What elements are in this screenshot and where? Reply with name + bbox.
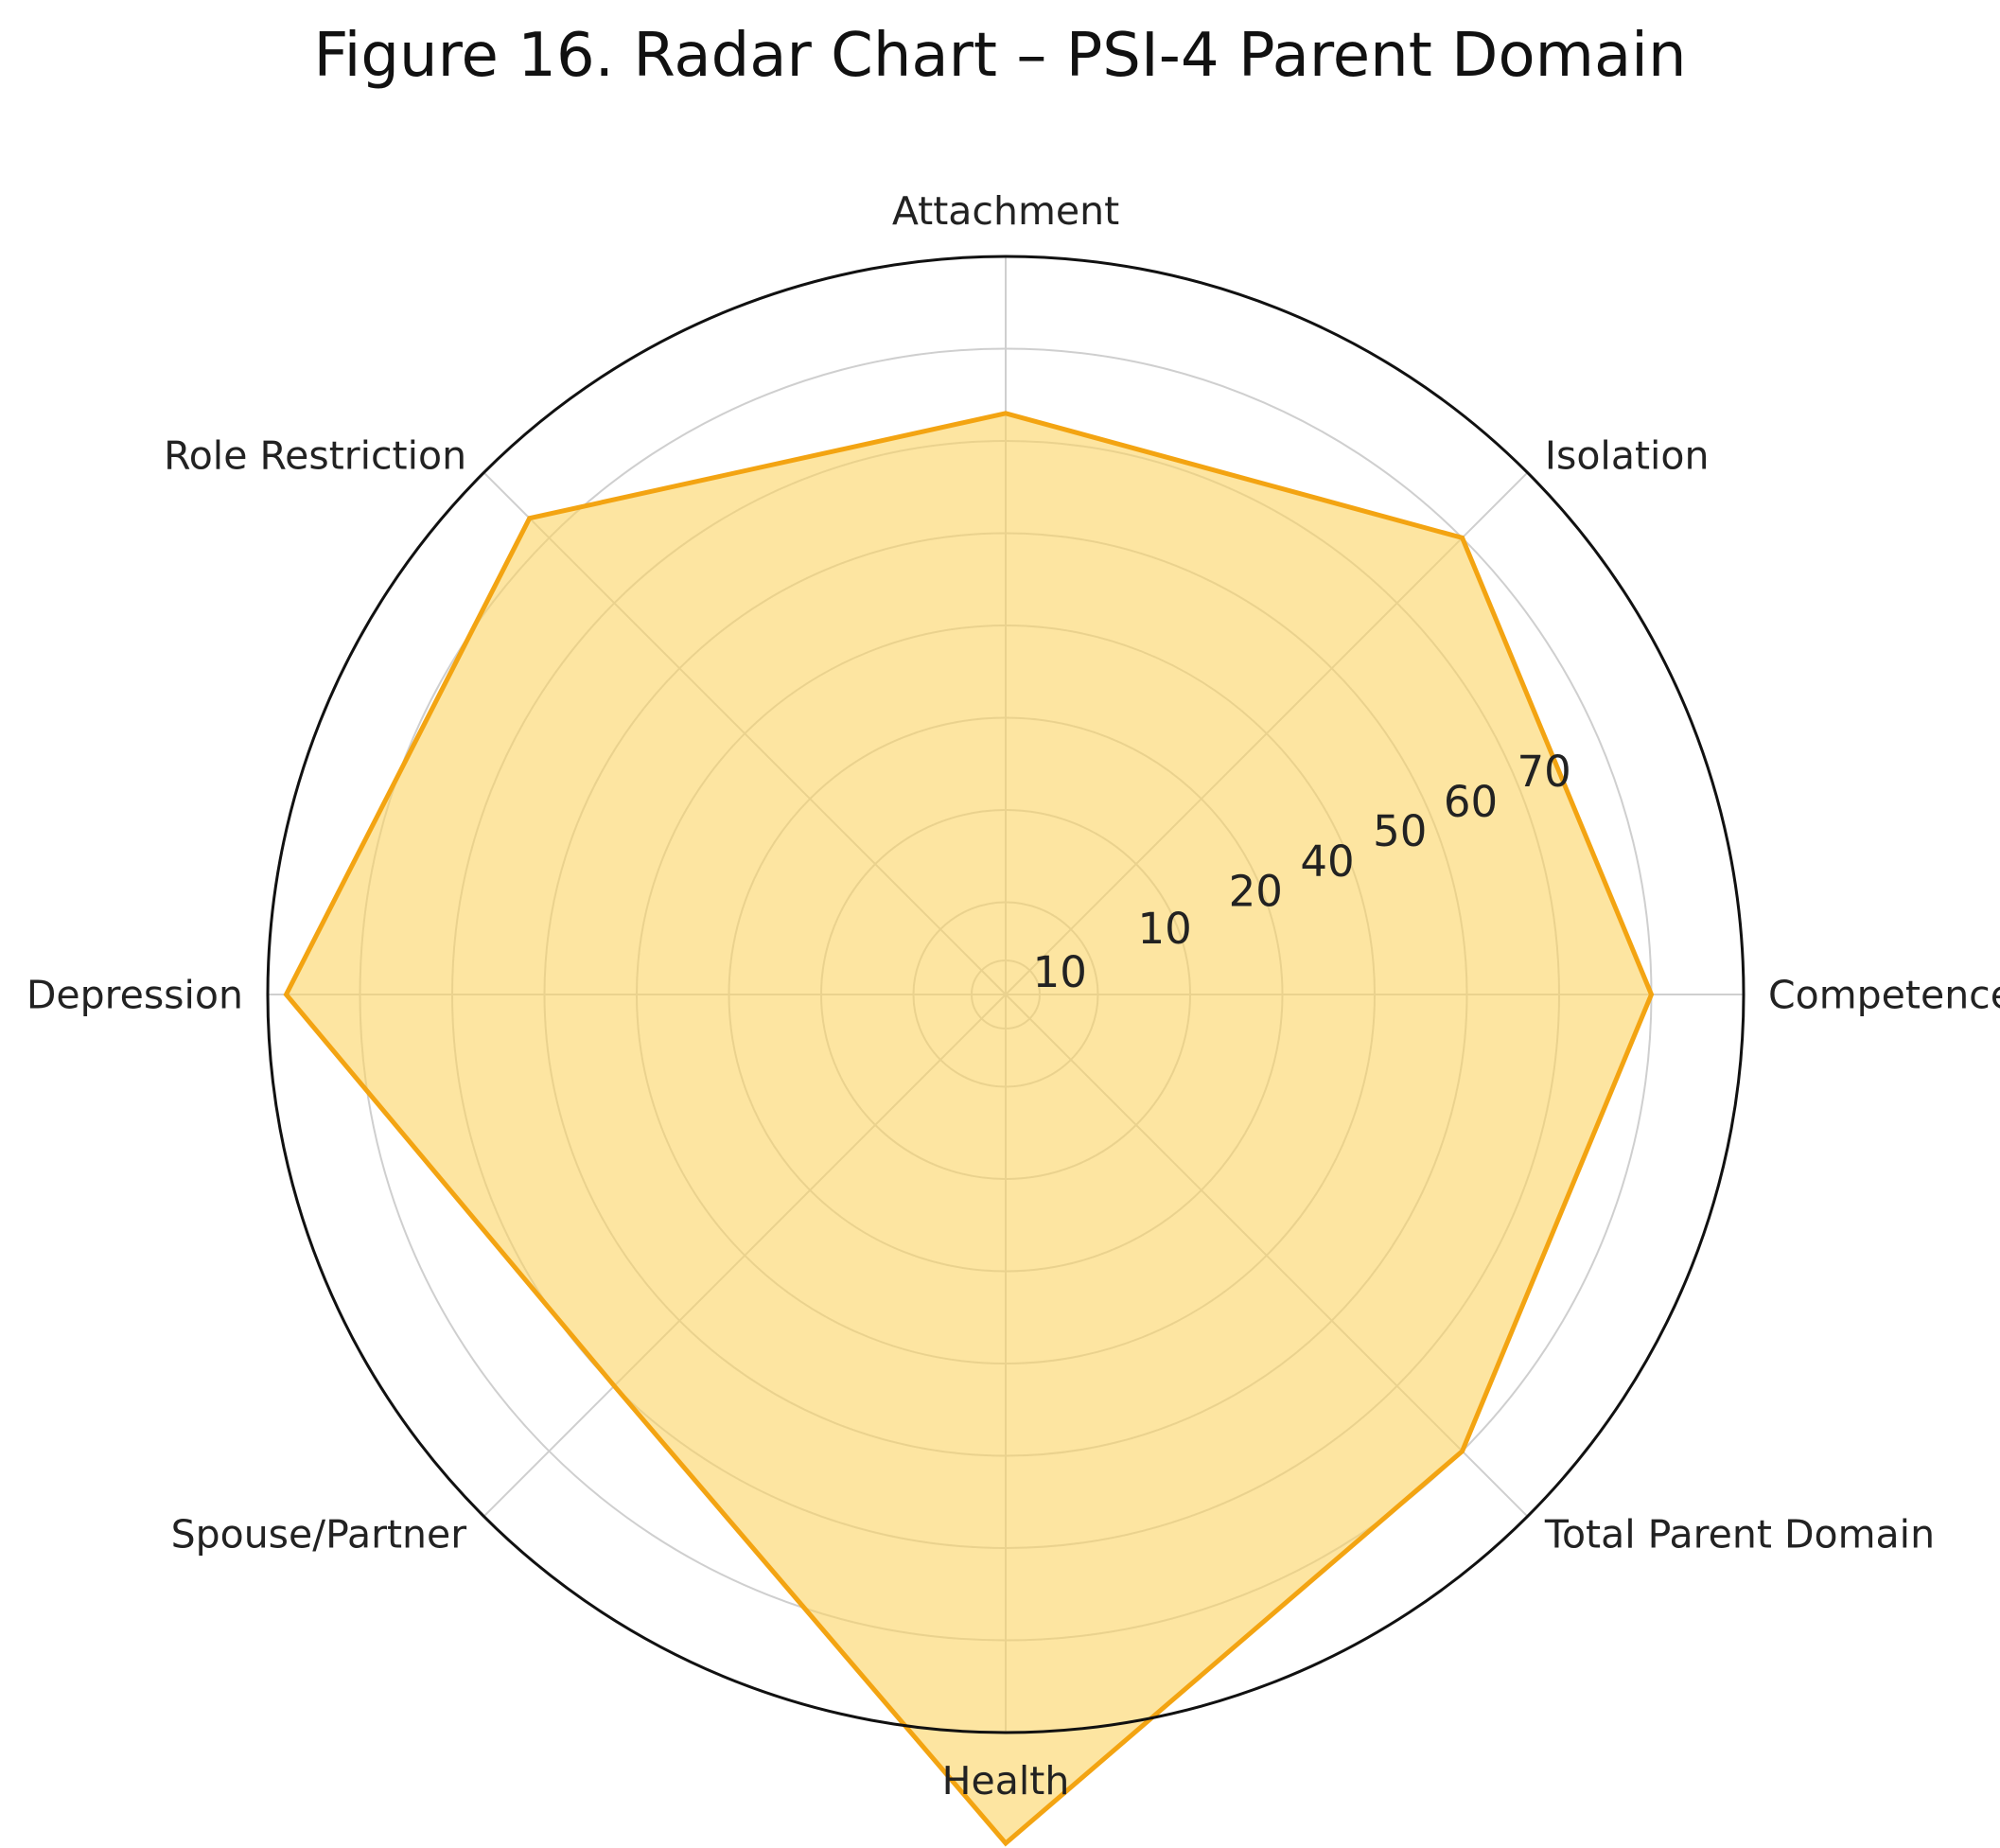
- axis-label-role-restriction: Role Restriction: [164, 432, 466, 478]
- axis-label-health: Health: [942, 1758, 1070, 1804]
- radial-tick-label: 10: [1137, 904, 1191, 954]
- radar-frame: [266, 255, 1746, 1734]
- axis-label-spouse-partner: Spouse/Partner: [171, 1511, 467, 1557]
- axis-label-depression: Depression: [26, 972, 243, 1017]
- radial-tick-label: 40: [1300, 836, 1354, 887]
- radar-series: [283, 411, 1655, 1847]
- radial-tick-label: 10: [1033, 947, 1087, 997]
- axis-label-total-parent-domain: Total Parent Domain: [1544, 1511, 1935, 1557]
- radial-tick-label: 70: [1517, 747, 1570, 797]
- axis-label-attachment: Attachment: [892, 188, 1119, 234]
- radial-tick-label: 50: [1373, 806, 1427, 856]
- axis-label-competence: Competence: [1768, 972, 2000, 1017]
- radial-tick-label: 60: [1444, 777, 1498, 827]
- axis-label-isolation: Isolation: [1545, 432, 1710, 478]
- axis-labels: Competence Isolation Attachment Role Restri…: [26, 188, 2000, 1804]
- chart-title: Figure 16. Radar Chart – PSI-4 Parent Do…: [313, 21, 1687, 91]
- series-area: [283, 411, 1655, 1847]
- radial-tick-label: 20: [1229, 866, 1283, 916]
- radial-tick-labels: 10 10 20 40 50 60 70: [1033, 747, 1571, 997]
